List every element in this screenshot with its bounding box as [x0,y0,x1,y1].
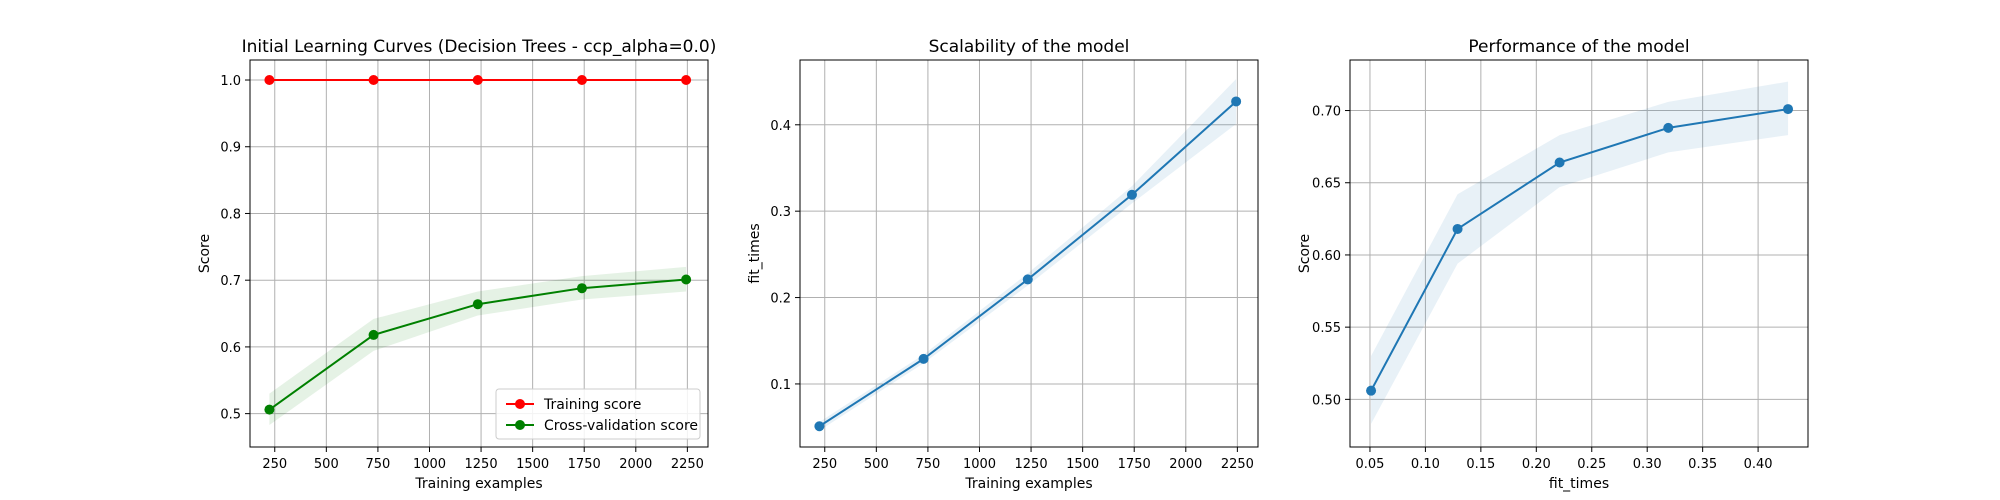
legend-entry-label: Training score [543,397,641,413]
y-tick-label: 1.0 [220,74,241,89]
data-point [1366,385,1377,396]
data-point [576,283,587,294]
x-tick-label: 2000 [619,457,652,472]
x-tick-label: 1750 [568,457,601,472]
y-axis-label: Score [1297,234,1313,273]
y-tick-label: 0.4 [770,119,791,134]
x-tick-label: 1250 [1015,457,1048,472]
y-tick-label: 0.1 [770,378,791,393]
y-tick-label: 0.5 [220,408,241,423]
x-tick-label: 0.35 [1688,457,1717,472]
x-tick-label: 2250 [671,457,704,472]
data-point [472,75,483,86]
chart-panel-2: 250 500 750 1000 1250 1500 1750 2000 2250 0.1 0.2 0… [747,37,1259,492]
y-tick-label: 0.60 [1312,249,1341,264]
y-tick-label: 0.50 [1312,393,1341,408]
x-tick-label: 250 [262,457,287,472]
x-tick-label: 2000 [1169,457,1202,472]
data-point [1126,189,1137,200]
data-point [1663,122,1674,133]
x-tick-label: 0.30 [1633,457,1662,472]
data-point [264,404,275,415]
data-point [918,353,929,364]
x-tick-label: 1750 [1118,457,1151,472]
data-point [368,75,379,86]
y-tick-label: 0.3 [770,205,791,220]
x-tick-label: 750 [915,457,940,472]
x-axis-label: fit_times [1549,476,1609,492]
x-tick-label: 0.40 [1744,457,1773,472]
data-point [1783,104,1794,115]
data-point [1231,96,1242,107]
legend-box [495,388,701,440]
x-tick-label: 0.05 [1355,457,1384,472]
y-tick-label: 0.55 [1312,321,1341,336]
data-point [576,75,587,86]
chart-title: Initial Learning Curves (Decision Trees … [242,37,717,57]
y-axis-label: Score [197,234,213,273]
y-tick-label: 0.8 [220,207,241,222]
chart-panel-3: 0.05 0.10 0.15 0.20 0.25 0.30 0.35 0.40 0.50 0.55… [1297,37,1809,492]
chart-title: Performance of the model [1468,37,1689,57]
y-axis-label: fit_times [747,223,763,283]
data-point [681,274,692,285]
x-tick-label: 0.20 [1522,457,1551,472]
x-tick-label: 1000 [413,457,446,472]
y-tick-label: 0.7 [220,274,241,289]
confidence-band [819,79,1237,431]
axes-frame [1349,59,1809,448]
axes-frame [249,59,709,448]
legend-marker-swatch [515,399,525,409]
y-tick-label: 0.6 [220,341,241,356]
data-point [681,75,692,86]
x-tick-label: 0.10 [1411,457,1440,472]
data-point [472,299,483,310]
data-point [1554,157,1565,168]
chart-title: Scalability of the model [929,37,1130,57]
data-point [1452,223,1463,234]
data-point [1022,274,1033,285]
axes-frame [799,59,1259,448]
x-tick-label: 0.25 [1577,457,1606,472]
x-tick-label: 2250 [1221,457,1254,472]
y-tick-label: 0.70 [1312,105,1341,120]
chart-panel-1: 250 500 750 1000 1250 1500 1750 2000 2250 0.5 0.6 0… [197,37,716,492]
x-tick-label: 1000 [963,457,996,472]
x-tick-label: 0.15 [1466,457,1495,472]
y-tick-label: 0.65 [1312,177,1341,192]
legend: Training score Cross-validation score [495,388,701,440]
legend-entry-label: Cross-validation score [544,418,698,434]
x-axis-label: Training examples [414,476,542,492]
x-tick-label: 1250 [465,457,498,472]
x-tick-label: 500 [314,457,339,472]
x-tick-label: 750 [365,457,390,472]
data-point [368,329,379,340]
x-tick-label: 250 [812,457,837,472]
data-point [814,421,825,432]
data-point [264,75,275,86]
x-tick-label: 1500 [516,457,549,472]
y-tick-label: 0.2 [770,292,791,307]
x-axis-label: Training examples [964,476,1092,492]
x-tick-label: 500 [864,457,889,472]
legend-marker-swatch [515,420,525,430]
x-tick-label: 1500 [1066,457,1099,472]
y-tick-label: 0.9 [220,141,241,156]
